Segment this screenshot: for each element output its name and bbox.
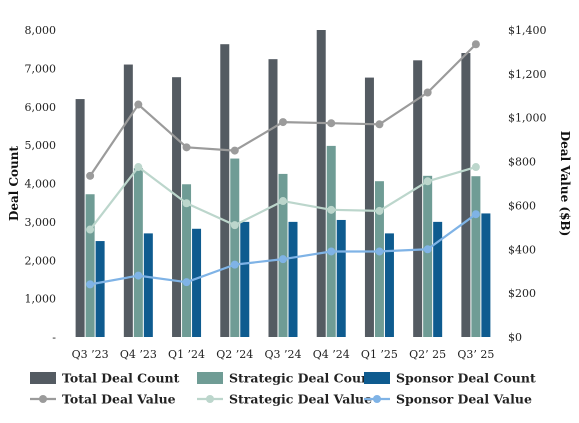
y2-tick-label: $400 [508,243,536,256]
point-1-6 [375,206,384,215]
bar-0-7 [413,60,423,337]
y-tick-label: 7,000 [25,62,57,75]
bar-0-8 [461,53,471,338]
bar-1-7 [423,175,433,337]
legend-label: Sponsor Deal Value [396,392,532,407]
y-tick-label: 2,000 [25,254,57,267]
legend-swatch-1 [197,372,223,384]
bar-0-5 [316,30,326,337]
legend-marker-0 [39,395,47,403]
point-2-7 [423,245,432,254]
legend-label: Strategic Deal Value [229,392,372,407]
bar-2-6 [384,233,394,337]
point-1-4 [279,197,287,206]
y2-tick-label: $600 [508,199,536,212]
y-tick-label: 8,000 [25,24,57,37]
bar-0-4 [268,59,278,337]
point-2-8 [471,210,480,219]
bar-2-4 [288,221,298,337]
bar-1-6 [374,181,384,337]
point-1-5 [327,205,336,214]
legend-marker-1 [206,395,214,403]
point-0-4 [279,118,287,127]
bar-1-1 [133,168,143,337]
x-tick-label: Q3 ’23 [72,348,109,361]
point-0-6 [375,120,384,129]
y-tick-label: 3,000 [25,216,57,229]
bar-0-6 [364,77,374,338]
y2-tick-label: $0 [508,331,522,344]
bar-2-0 [95,241,105,337]
bar-0-3 [220,44,230,337]
point-0-5 [327,119,336,128]
legend-swatch-2 [364,372,390,384]
legend-label: Total Deal Count [62,371,180,386]
bar-2-1 [143,233,153,337]
x-tick-label: Q1 ’25 [361,348,398,361]
legend-label: Sponsor Deal Count [396,371,536,386]
y-axis-title: Deal Count [7,145,21,221]
point-0-3 [230,146,239,155]
point-2-3 [230,260,239,269]
y-tick-label: - [52,331,56,344]
legend-label: Strategic Deal Count [229,371,376,386]
bar-2-3 [240,221,250,337]
x-tick-label: Q3’ 25 [457,348,494,361]
x-tick-label: Q1 ’24 [168,348,205,361]
point-1-0 [86,225,95,234]
point-2-1 [134,271,143,280]
point-2-5 [327,247,336,256]
y-tick-label: 5,000 [25,139,57,152]
bar-1-2 [182,184,192,337]
point-1-8 [471,163,480,172]
legend-label: Total Deal Value [62,392,176,407]
y2-tick-label: $1,000 [508,112,547,125]
point-1-3 [230,221,239,230]
y2-axis-title: Deal Value ($B) [558,131,572,236]
bar-0-1 [123,64,133,337]
point-0-7 [423,88,432,97]
point-2-6 [375,247,384,256]
bar-1-5 [326,145,336,337]
x-tick-label: Q2 ’24 [216,348,253,361]
point-2-4 [279,255,287,264]
bar-2-2 [192,228,202,337]
y2-tick-label: $1,400 [508,24,547,37]
point-0-0 [86,171,95,180]
point-0-1 [134,100,143,109]
bar-2-8 [481,213,491,337]
point-0-2 [182,143,191,152]
x-tick-label: Q3 ’24 [264,348,301,361]
y-tick-label: 1,000 [25,293,57,306]
y-tick-label: 4,000 [25,178,57,191]
point-1-1 [134,163,143,172]
y2-tick-label: $1,200 [508,68,547,81]
bar-2-7 [433,221,443,337]
point-1-2 [182,199,191,208]
x-tick-label: Q4 ’23 [120,348,157,361]
point-1-7 [423,177,432,186]
legend-swatch-0 [30,372,56,384]
bar-1-0 [85,194,95,337]
bar-1-8 [471,176,481,337]
y2-tick-label: $200 [508,287,536,300]
bar-0-0 [75,99,85,337]
point-0-8 [471,40,480,49]
x-tick-label: Q2’ 25 [409,348,446,361]
bar-0-2 [172,77,182,338]
x-tick-label: Q4 ’24 [313,348,350,361]
y2-tick-label: $800 [508,156,536,169]
point-2-2 [182,278,191,287]
y-tick-label: 6,000 [25,101,57,114]
point-2-0 [86,280,95,289]
bar-2-5 [336,219,346,337]
bar-1-3 [230,158,240,337]
legend-marker-2 [373,395,381,403]
